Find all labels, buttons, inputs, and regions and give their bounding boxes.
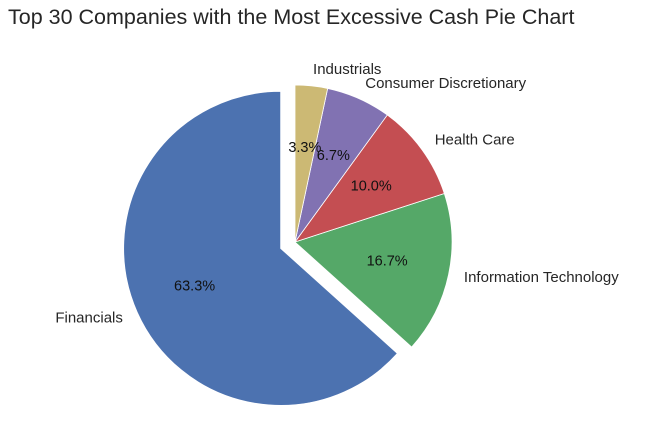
slice-label-industrials: Industrials — [313, 61, 381, 78]
pie-slice-financials — [123, 90, 398, 406]
slice-percent-health-care: 10.0% — [351, 178, 392, 194]
chart-title: Top 30 Companies with the Most Excessive… — [8, 5, 575, 29]
slice-label-health-care: Health Care — [435, 131, 515, 148]
slice-label-consumer-discretionary: Consumer Discretionary — [365, 75, 526, 92]
pie-slice-health-care — [293, 114, 445, 243]
slice-percent-consumer-discretionary: 6.7% — [317, 148, 350, 164]
slice-percent-information-technology: 16.7% — [367, 253, 408, 269]
slice-percent-financials: 63.3% — [174, 279, 215, 295]
slice-label-financials: Financials — [55, 310, 123, 327]
slice-label-information-technology: Information Technology — [464, 269, 619, 286]
slice-percent-industrials: 3.3% — [288, 140, 321, 156]
pie-slice-information-technology — [294, 192, 453, 348]
pie-slice-industrials — [294, 84, 329, 243]
